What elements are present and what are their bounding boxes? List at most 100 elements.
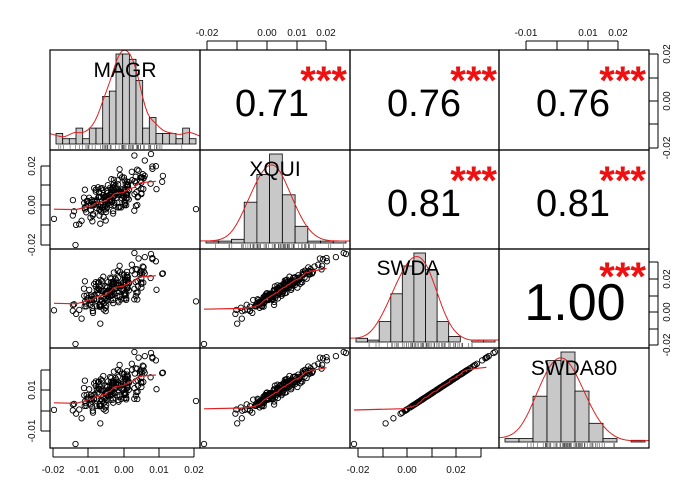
scatter-point	[135, 255, 142, 262]
tick-label: -0.02	[196, 28, 219, 39]
scatter-point	[131, 152, 138, 159]
tick-label: -0.02	[27, 233, 38, 256]
scatter-point	[123, 202, 130, 209]
scatter-point	[110, 368, 118, 375]
scatter-point	[485, 352, 492, 360]
scatter-point	[323, 357, 331, 364]
scatter-point	[103, 204, 111, 211]
histogram-bar	[182, 127, 190, 145]
density-curve	[349, 255, 499, 341]
scatter-point	[78, 217, 85, 224]
scatter-point	[484, 353, 491, 361]
scatter-point	[97, 220, 104, 227]
scatter-point	[90, 395, 98, 402]
scatter-point	[137, 368, 144, 375]
histogram-bar	[367, 339, 380, 343]
scatter-point	[70, 400, 78, 408]
scatter-point	[149, 256, 156, 263]
scatter-point	[97, 420, 104, 427]
scatter-point	[332, 352, 340, 360]
histogram-bar	[532, 395, 548, 443]
fit-line	[353, 366, 487, 411]
histogram-bar	[62, 138, 70, 145]
scatter-point	[100, 372, 107, 380]
axis-right-row1: 0.02 0.00 -0.02	[649, 44, 673, 159]
tick-label: 0.01	[149, 465, 169, 476]
scatter-point	[323, 353, 330, 361]
tick-label: -0.01	[27, 419, 38, 442]
tick-label: 0.02	[184, 465, 204, 476]
histogram-bar	[448, 335, 461, 343]
scatter-point	[159, 178, 166, 185]
tick-label: 0.01	[27, 380, 38, 400]
scatter-point	[89, 409, 97, 416]
scatter-point	[110, 207, 117, 215]
scatter-point	[342, 250, 350, 258]
histogram-bar	[243, 201, 258, 244]
scatter-point	[149, 355, 156, 362]
scatter-point	[125, 379, 133, 386]
scatter-panel-xqui-vs-magr	[50, 150, 200, 249]
scatter-point	[153, 286, 160, 293]
scatter-point	[134, 166, 141, 173]
fit-line	[53, 275, 156, 305]
tick-label: 0.00	[114, 465, 134, 476]
scatter-point	[140, 378, 147, 386]
scatter-point	[102, 217, 109, 224]
scatter-point	[72, 440, 79, 448]
scatter-point	[110, 176, 118, 183]
scatter-point	[132, 292, 140, 300]
scatter-point	[272, 394, 279, 401]
scatter-point	[114, 177, 121, 184]
scatter-point	[110, 269, 118, 276]
histogram-bar	[518, 438, 534, 443]
scatter-point	[98, 377, 106, 384]
scatter-point	[81, 206, 89, 213]
scatter-point	[140, 279, 147, 286]
scatter-point	[147, 374, 154, 381]
histogram-bar	[82, 138, 90, 145]
fit-line	[203, 267, 327, 310]
scatter-point	[70, 301, 78, 308]
histogram-bar	[231, 238, 245, 244]
scatter-point	[131, 395, 138, 402]
corr-value-swda-swda80: 1.00	[524, 274, 625, 332]
scatter-point	[299, 378, 306, 385]
scatter-panel-swda80-vs-xqui	[200, 348, 350, 448]
scatter-point	[147, 274, 154, 282]
scatter-point	[116, 166, 123, 173]
scatter-point	[232, 310, 239, 318]
axis-top-col2: -0.02 0.00 0.01 0.02	[196, 28, 336, 50]
scatter-point	[72, 241, 79, 249]
scatter-point	[140, 264, 147, 271]
scatter-point	[81, 278, 89, 285]
scatter-point	[260, 403, 267, 410]
scatter-point	[89, 309, 97, 317]
scatter-point	[86, 286, 93, 294]
scatter-point	[153, 386, 160, 393]
scatter-point	[147, 180, 154, 187]
histogram-bar	[504, 438, 520, 443]
scatter-point	[397, 410, 404, 417]
scatter-point	[72, 310, 80, 318]
scatter-point	[299, 279, 306, 286]
tick-label: 0.00	[662, 302, 673, 322]
scatter-point	[316, 354, 324, 361]
scatter-point	[152, 258, 160, 265]
scatter-point	[98, 278, 106, 285]
scatter-point	[128, 360, 135, 367]
scatter-point	[323, 254, 330, 262]
scatter-point	[350, 440, 358, 448]
histogram-bar	[75, 127, 84, 145]
scatter-point	[303, 275, 310, 282]
scatter-point	[125, 196, 132, 203]
scatter-point	[116, 361, 123, 369]
scatter-point	[141, 172, 148, 179]
scatter-point	[100, 213, 107, 221]
scatter-point	[123, 295, 130, 302]
var-name-swda: SWDA	[377, 257, 440, 280]
axis-left-row4: 0.01 -0.01	[27, 369, 50, 442]
scatter-layer	[50, 150, 499, 448]
scatter-point	[128, 168, 135, 175]
